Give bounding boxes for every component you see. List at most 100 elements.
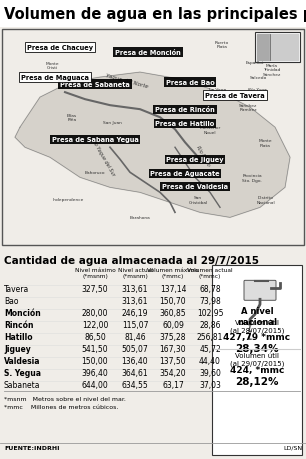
Text: La Vega: La Vega (209, 88, 227, 92)
Text: 256,81: 256,81 (197, 332, 223, 341)
Text: 375,28: 375,28 (160, 332, 186, 341)
Text: Distrito
Nacional: Distrito Nacional (257, 196, 275, 204)
Text: Bao: Bao (4, 297, 18, 306)
Text: 44,40: 44,40 (199, 357, 221, 365)
Text: A nivel
nacional: A nivel nacional (237, 307, 277, 326)
Polygon shape (15, 73, 290, 218)
FancyBboxPatch shape (244, 281, 276, 301)
Text: 427,79 *mmc: 427,79 *mmc (223, 332, 291, 341)
Text: 86,50: 86,50 (84, 332, 106, 341)
Text: Puerto
Plata: Puerto Plata (215, 41, 229, 49)
Text: 137,50: 137,50 (160, 357, 186, 365)
Text: 45,72: 45,72 (199, 344, 221, 353)
Text: 102,95: 102,95 (197, 308, 223, 318)
Text: 28,34%: 28,34% (235, 343, 279, 353)
Text: 73,98: 73,98 (199, 297, 221, 306)
Text: Presa de Rincón: Presa de Rincón (155, 107, 215, 113)
Text: 246,19: 246,19 (122, 308, 148, 318)
Text: 28,86: 28,86 (199, 320, 221, 330)
Text: Barahona: Barahona (130, 216, 150, 220)
Text: Nivel actual
(*msnm): Nivel actual (*msnm) (118, 268, 152, 279)
Text: Presa de Monción: Presa de Monción (115, 50, 181, 56)
Text: Provincia
Sto. Dgo.: Provincia Sto. Dgo. (242, 174, 262, 182)
Text: 150,00: 150,00 (82, 357, 108, 365)
Text: Volumen útil
(al 29/07/2015): Volumen útil (al 29/07/2015) (230, 353, 284, 366)
Text: 122,00: 122,00 (82, 320, 108, 330)
Text: Monte
Cristi: Monte Cristi (45, 62, 59, 70)
Text: 167,30: 167,30 (160, 344, 186, 353)
Text: Dajabon: Dajabon (43, 76, 61, 80)
Text: Elías
Piña: Elías Piña (67, 114, 77, 122)
Text: Presa de Jiguey: Presa de Jiguey (166, 157, 224, 163)
Text: Volumen de agua en las principales presas: Volumen de agua en las principales presa… (4, 6, 306, 22)
Text: 364,61: 364,61 (122, 369, 148, 377)
Text: 68,78: 68,78 (199, 285, 221, 294)
Text: Independence: Independence (52, 198, 84, 202)
Text: 37,03: 37,03 (199, 381, 221, 389)
Text: Sánchez
Ramírez: Sánchez Ramírez (239, 104, 257, 112)
Text: 313,61: 313,61 (122, 297, 148, 306)
Polygon shape (270, 35, 298, 61)
Text: 313,61: 313,61 (122, 285, 148, 294)
Text: Yaque del Norte: Yaque del Norte (105, 73, 148, 89)
Text: 137,14: 137,14 (160, 285, 186, 294)
Text: 644,00: 644,00 (82, 381, 108, 389)
Text: 60,09: 60,09 (162, 320, 184, 330)
Text: Salcedo: Salcedo (249, 76, 267, 80)
Text: 360,85: 360,85 (160, 308, 186, 318)
FancyBboxPatch shape (212, 266, 302, 455)
Text: 81,46: 81,46 (124, 332, 146, 341)
Text: Presa de Hatillo: Presa de Hatillo (155, 121, 215, 127)
Text: Rincón: Rincón (4, 320, 33, 330)
Text: Tavera: Tavera (4, 285, 29, 294)
Text: 63,17: 63,17 (162, 381, 184, 389)
Text: San
Cristóbal: San Cristóbal (188, 196, 208, 204)
Text: María
Trinidad
Sánchez: María Trinidad Sánchez (263, 63, 281, 77)
Text: Cantidad de agua almacenada al 29/7/2015: Cantidad de agua almacenada al 29/7/2015 (4, 256, 259, 266)
Text: Monción: Monción (4, 308, 41, 318)
Text: 136,40: 136,40 (122, 357, 148, 365)
Text: Sabaneta: Sabaneta (4, 381, 40, 389)
Text: Bahoruco: Bahoruco (85, 171, 105, 175)
Text: Presa de Tavera: Presa de Tavera (205, 93, 265, 99)
Text: Hatillo: Hatillo (4, 332, 33, 341)
Text: 280,00: 280,00 (82, 308, 108, 318)
Text: Rio Nizao: Rio Nizao (195, 145, 211, 167)
Text: 541,50: 541,50 (82, 344, 108, 353)
Text: Jiguey: Jiguey (4, 344, 31, 353)
Bar (2, 30, 304, 246)
Text: Presa de Sabana Yegua: Presa de Sabana Yegua (52, 137, 138, 143)
Polygon shape (257, 35, 270, 61)
Text: Volumen máximo
(*mmc): Volumen máximo (*mmc) (147, 268, 199, 279)
Text: 150,70: 150,70 (160, 297, 186, 306)
FancyBboxPatch shape (0, 0, 306, 28)
Text: Monseñor
Nouel: Monseñor Nouel (200, 126, 221, 134)
Text: 327,50: 327,50 (82, 285, 108, 294)
Text: Presa de Bao: Presa de Bao (166, 80, 215, 86)
Text: Presa de Aguacate: Presa de Aguacate (150, 171, 220, 177)
Text: FUENTE:INDRHI: FUENTE:INDRHI (4, 445, 59, 449)
Text: Volumen útil
(al 28/07/2015): Volumen útil (al 28/07/2015) (230, 319, 284, 333)
Text: Presa de Chacuey: Presa de Chacuey (27, 45, 93, 51)
FancyBboxPatch shape (255, 33, 300, 63)
Text: 505,07: 505,07 (121, 344, 148, 353)
Text: 634,55: 634,55 (121, 381, 148, 389)
Text: Río Yuna: Río Yuna (248, 88, 266, 92)
Text: S. Yegua: S. Yegua (4, 369, 41, 377)
Text: 424, *mmc: 424, *mmc (230, 365, 284, 375)
Text: Rio Yaque del Sur: Rio Yaque del Sur (90, 137, 116, 177)
Text: 354,20: 354,20 (160, 369, 186, 377)
Text: Nivel máximo
(*msnm): Nivel máximo (*msnm) (75, 268, 115, 279)
Text: 115,07: 115,07 (122, 320, 148, 330)
Text: Espaillat: Espaillat (246, 61, 264, 65)
Text: Presa de Valdesia: Presa de Valdesia (162, 184, 228, 190)
Text: 396,40: 396,40 (82, 369, 108, 377)
Text: Volumen actual
(*mmc): Volumen actual (*mmc) (187, 268, 233, 279)
Text: LD/SN: LD/SN (283, 445, 302, 449)
Text: Presa de Sabaneta: Presa de Sabaneta (60, 82, 130, 88)
Text: 28,12%: 28,12% (235, 376, 279, 386)
Text: *mmc    Millones de metros cúbicos.: *mmc Millones de metros cúbicos. (4, 404, 118, 409)
Text: 39,60: 39,60 (199, 369, 221, 377)
Text: San Juan: San Juan (103, 121, 121, 125)
Text: Monte
Plata: Monte Plata (258, 139, 272, 147)
